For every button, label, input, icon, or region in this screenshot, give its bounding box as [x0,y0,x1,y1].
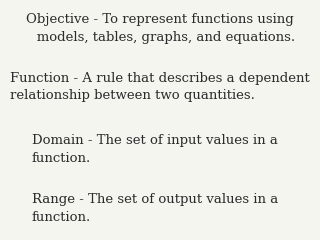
Text: Range - The set of output values in a
function.: Range - The set of output values in a fu… [32,193,278,224]
Text: Function - A rule that describes a dependent
relationship between two quantities: Function - A rule that describes a depen… [10,72,310,102]
Text: Objective - To represent functions using
   models, tables, graphs, and equation: Objective - To represent functions using… [24,13,296,44]
Text: Domain - The set of input values in a
function.: Domain - The set of input values in a fu… [32,134,278,165]
